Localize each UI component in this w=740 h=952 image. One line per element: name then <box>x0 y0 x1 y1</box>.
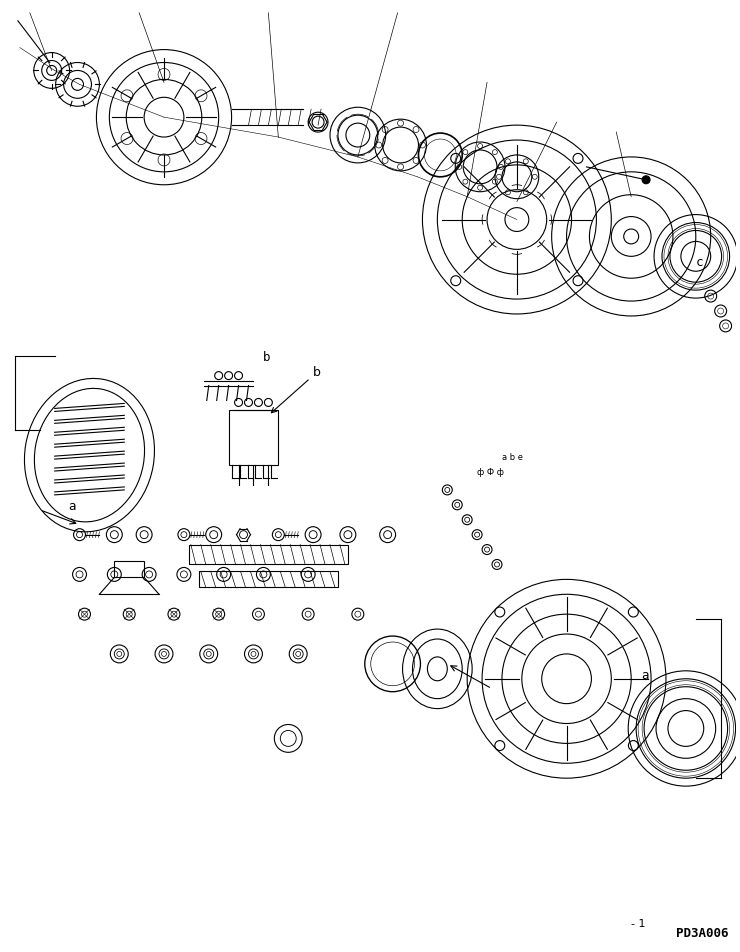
Text: a b e: a b e <box>502 453 523 462</box>
Text: - 1: - 1 <box>631 920 646 929</box>
Circle shape <box>642 176 650 184</box>
Bar <box>199 571 338 587</box>
Text: b: b <box>263 350 270 364</box>
Text: PD3A006: PD3A006 <box>676 927 728 941</box>
Bar <box>229 410 278 466</box>
Bar <box>189 545 348 565</box>
Bar <box>114 562 144 577</box>
Text: a: a <box>641 668 649 682</box>
Text: a: a <box>69 500 76 513</box>
Text: ф Ф ф: ф Ф ф <box>477 468 504 477</box>
Text: c: c <box>696 256 703 269</box>
Text: b: b <box>272 366 321 413</box>
